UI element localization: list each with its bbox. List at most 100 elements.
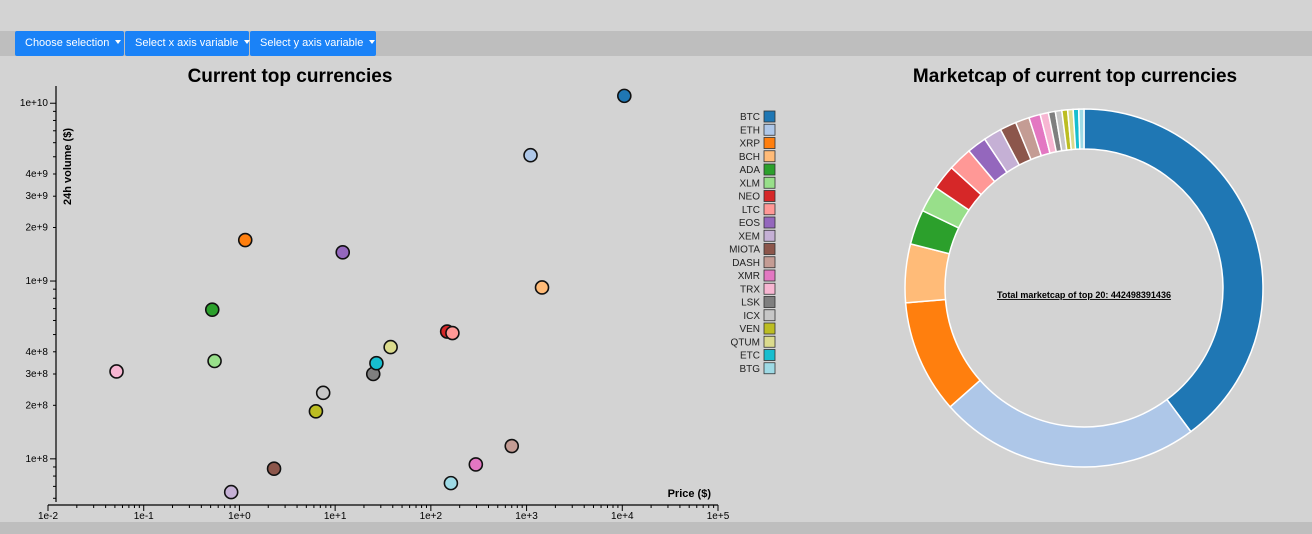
legend-swatch-etc	[763, 349, 776, 361]
x-tick-label: 1e+0	[228, 511, 251, 522]
legend-label-xem: XEM	[738, 231, 760, 242]
scatter-point-xrp	[237, 232, 253, 248]
caret-down-icon	[115, 40, 122, 44]
legend-swatch-miota	[763, 243, 776, 255]
y-axis-label: 24h volume ($)	[62, 128, 74, 205]
legend-label-trx: TRX	[740, 284, 760, 295]
legend-label-etc: ETC	[740, 351, 760, 362]
choose-selection-label: Choose selection	[25, 37, 110, 49]
x-axis-variable-dropdown[interactable]: Select x axis variable	[125, 31, 251, 56]
legend-label-ven: VEN	[739, 324, 760, 335]
legend-swatch-lsk	[763, 296, 776, 308]
legend-swatch-eth	[763, 123, 776, 136]
scatter-point-ada	[204, 302, 220, 317]
legend-swatch-qtum	[763, 335, 776, 348]
scatter-point-btc	[617, 88, 632, 104]
scatter-point-xlm	[207, 353, 222, 369]
legend-swatch-eos	[763, 216, 776, 229]
legend-swatch-bch	[763, 150, 776, 163]
legend-swatch-trx	[763, 282, 776, 295]
legend-swatch-icx	[763, 309, 776, 322]
donut-slices	[904, 108, 1264, 468]
bottom-band	[0, 522, 1312, 534]
donut-total-label: Total marketcap of top 20: 442498391436	[997, 290, 1171, 300]
legend-label-btc: BTC	[740, 112, 760, 123]
legend-label-ltc: LTC	[742, 205, 760, 216]
scatter-point-miota	[266, 461, 282, 477]
donut-slice-btc	[1083, 108, 1264, 433]
legend-swatch-btg	[763, 362, 776, 375]
legend-label-lsk: LSK	[741, 298, 760, 309]
legend-label-icx: ICX	[743, 311, 760, 322]
donut-title: Marketcap of current top currencies	[913, 66, 1237, 87]
scatter-axes: 1e-2 1e-1 1e+0 1e+1 1e+2 1e+3 1e+4 1e+5 1e+10 4e+…	[20, 86, 730, 522]
scatter-point-ltc	[445, 325, 460, 341]
x-axis-variable-label: Select x axis variable	[135, 37, 239, 49]
legend-label-dash: DASH	[732, 258, 760, 269]
legend-label-xrp: XRP	[739, 139, 760, 150]
y-axis-variable-dropdown[interactable]: Select y axis variable	[250, 31, 376, 56]
legend-swatch-xem	[763, 229, 776, 242]
scatter-point-qtum	[383, 339, 398, 355]
scatter-point-eth	[523, 147, 538, 163]
scatter-point-etc	[369, 355, 384, 371]
scatter-legend: BTC ETH XRP BCH ADA XLM NEO LTC EOS XEM MIOTA DASH X…	[729, 110, 776, 375]
legend-swatch-ada	[763, 163, 776, 176]
legend-swatch-ven	[763, 322, 776, 335]
chart-panel: Current top currencies 1e-2 1e-1 1e+0 1e+1 1…	[8, 56, 1304, 522]
legend-swatch-btc	[763, 110, 776, 123]
scatter-point-eos	[335, 245, 351, 260]
scatter-point-trx	[109, 364, 124, 379]
scatter-points	[109, 88, 632, 500]
y-tick-label: 1e+9	[25, 276, 48, 287]
y-tick-label: 1e+10	[20, 98, 49, 109]
x-tick-label: 1e-1	[134, 511, 154, 522]
x-tick-label: 1e+2	[420, 511, 443, 522]
legend-label-eth: ETH	[740, 125, 760, 136]
scatter-point-btg	[443, 475, 459, 491]
toolbar: Choose selection Select x axis variable …	[0, 31, 1312, 56]
y-tick-label: 2e+9	[25, 223, 48, 234]
x-tick-label: 1e+3	[515, 511, 538, 522]
scatter-point-icx	[315, 385, 331, 401]
scatter-point-bch	[534, 280, 550, 295]
legend-swatch-xrp	[763, 137, 776, 149]
scatter-point-xem	[223, 484, 239, 500]
donut-chart: Marketcap of current top currencies Tota…	[904, 66, 1264, 468]
legend-swatch-xlm	[763, 176, 776, 189]
y-tick-label: 2e+8	[25, 400, 48, 411]
x-tick-label: 1e+5	[707, 511, 730, 522]
legend-swatch-neo	[763, 190, 776, 202]
legend-label-ada: ADA	[739, 165, 760, 176]
x-axis-label: Price ($)	[668, 488, 712, 500]
legend-swatch-ltc	[763, 203, 776, 216]
x-tick-label: 1e+4	[611, 511, 634, 522]
scatter-point-xmr	[468, 457, 484, 472]
legend-label-eos: EOS	[739, 218, 760, 229]
caret-down-icon	[244, 40, 251, 44]
legend-label-bch: BCH	[739, 152, 760, 163]
top-band	[0, 0, 1312, 31]
x-tick-label: 1e+1	[324, 511, 347, 522]
scatter-title: Current top currencies	[188, 66, 393, 87]
legend-swatch-dash	[763, 256, 776, 269]
choose-selection-dropdown[interactable]: Choose selection	[15, 31, 124, 56]
legend-swatch-xmr	[763, 269, 776, 282]
y-tick-label: 3e+8	[25, 369, 48, 380]
donut-slice-btg	[1077, 108, 1085, 150]
y-axis-variable-label: Select y axis variable	[260, 37, 364, 49]
legend-label-btg: BTG	[739, 364, 760, 375]
donut-slice-xrp	[904, 298, 982, 408]
donut-slice-eth	[949, 379, 1192, 468]
legend-label-xmr: XMR	[738, 271, 760, 282]
scatter-point-dash	[504, 438, 520, 454]
legend-label-neo: NEO	[738, 192, 760, 203]
caret-down-icon	[369, 40, 376, 44]
legend-label-miota: MIOTA	[729, 245, 760, 256]
scatter-point-ven	[308, 404, 324, 419]
legend-label-qtum: QTUM	[731, 337, 760, 348]
legend-label-xlm: XLM	[739, 178, 760, 189]
y-tick-label: 3e+9	[25, 191, 48, 202]
x-tick-label: 1e-2	[38, 511, 58, 522]
y-tick-label: 4e+8	[25, 347, 48, 358]
